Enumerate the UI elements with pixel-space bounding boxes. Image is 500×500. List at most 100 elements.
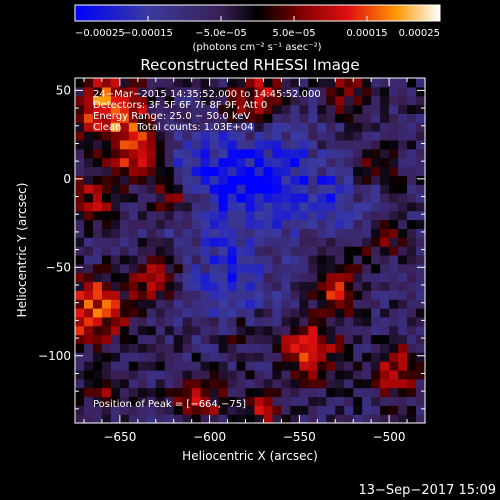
heatmap-cell <box>326 157 336 168</box>
heatmap-cell <box>389 237 399 247</box>
heatmap-cell <box>83 369 94 380</box>
heatmap-cell <box>200 254 211 265</box>
heatmap-cell <box>290 219 300 229</box>
heatmap-cell <box>191 184 202 194</box>
heatmap-cell <box>92 193 103 203</box>
heatmap-cell <box>407 254 417 265</box>
heatmap-cell <box>146 334 157 344</box>
heatmap-cell <box>416 148 426 159</box>
heatmap-cell <box>227 272 238 283</box>
heatmap-cell <box>371 157 381 168</box>
heatmap-cell <box>290 113 300 123</box>
heatmap-cell <box>83 122 94 132</box>
heatmap-cell <box>164 78 175 88</box>
heatmap-cell <box>353 299 363 309</box>
heatmap-cell <box>92 122 103 132</box>
heatmap-cell <box>389 86 399 97</box>
heatmap-cell <box>182 405 193 415</box>
heatmap-cell <box>191 193 202 203</box>
heatmap-cell <box>290 157 300 168</box>
heatmap-cell <box>209 219 220 229</box>
heatmap-cell <box>308 352 318 362</box>
heatmap-cell <box>380 378 390 389</box>
heatmap-cell <box>263 414 274 424</box>
heatmap-cell <box>227 175 238 185</box>
heatmap-cell <box>263 396 274 406</box>
heatmap-cell <box>344 166 354 176</box>
heatmap-cell <box>92 369 103 380</box>
heatmap-cell <box>83 210 94 221</box>
heatmap-cell <box>272 272 283 283</box>
heatmap-cell <box>200 396 211 406</box>
heatmap-cell <box>272 334 283 344</box>
heatmap-cell <box>164 299 175 309</box>
heatmap-cell <box>353 414 363 424</box>
heatmap-cell <box>92 237 103 247</box>
heatmap-cell <box>371 387 381 398</box>
heatmap-cell <box>200 387 211 398</box>
heatmap-cell <box>290 281 300 291</box>
heatmap-cell <box>299 166 309 176</box>
heatmap-cell <box>75 254 85 265</box>
heatmap-cell <box>290 175 300 185</box>
heatmap-cell <box>209 228 220 238</box>
heatmap-cell <box>344 148 354 159</box>
heatmap-cell <box>83 414 94 424</box>
heatmap-cell <box>75 166 85 176</box>
heatmap-cell <box>326 361 336 371</box>
heatmap-cell <box>218 228 229 238</box>
heatmap-cell <box>272 246 283 256</box>
heatmap-cell <box>83 139 94 150</box>
heatmap-cell <box>173 148 184 159</box>
heatmap-cell <box>75 299 85 309</box>
heatmap-cell <box>200 148 211 159</box>
heatmap-cell <box>146 175 157 185</box>
heatmap-cell <box>119 281 130 291</box>
heatmap-cell <box>335 219 345 229</box>
heatmap-cell <box>245 299 256 309</box>
heatmap-cell <box>137 334 148 344</box>
heatmap-cell <box>110 414 121 424</box>
heatmap-cell <box>299 343 309 353</box>
heatmap-cell <box>137 405 148 415</box>
heatmap-cell <box>146 104 157 114</box>
heatmap-cell <box>389 387 399 398</box>
heatmap-cell <box>398 246 408 256</box>
heatmap-cell <box>218 157 229 168</box>
heatmap-cell <box>308 139 318 150</box>
heatmap-cell <box>191 78 202 88</box>
heatmap-cell <box>407 210 417 221</box>
heatmap-cell <box>272 139 283 150</box>
heatmap-cell <box>101 175 112 185</box>
heatmap-cell <box>371 122 381 132</box>
heatmap-cell <box>281 166 291 176</box>
heatmap-cell <box>335 122 345 132</box>
heatmap-cell <box>83 157 94 168</box>
heatmap-cell <box>146 316 157 327</box>
heatmap-cell <box>344 405 354 415</box>
heatmap-cell <box>299 139 309 150</box>
heatmap-cell <box>398 361 408 371</box>
heatmap-cell <box>344 139 354 150</box>
heatmap-cell <box>218 78 229 88</box>
heatmap-cell <box>380 272 390 283</box>
heatmap-cell <box>155 113 166 123</box>
heatmap-cell <box>380 86 390 97</box>
heatmap-cell <box>218 369 229 380</box>
heatmap-cell <box>245 148 256 159</box>
heatmap-cell <box>191 405 202 415</box>
heatmap-cell <box>119 299 130 309</box>
heatmap-cell <box>416 237 426 247</box>
heatmap-cell <box>110 325 121 336</box>
heatmap-cell <box>335 396 345 406</box>
heatmap-cell <box>254 228 265 238</box>
heatmap-cell <box>182 148 193 159</box>
heatmap-cell <box>290 299 300 309</box>
colorbar-tick-label: 5.0e−05 <box>272 28 315 39</box>
heatmap-cell <box>146 166 157 176</box>
heatmap-cell <box>416 396 426 406</box>
heatmap-cell <box>236 396 247 406</box>
heatmap-cell <box>362 166 372 176</box>
heatmap-cell <box>227 219 238 229</box>
heatmap-cell <box>218 210 229 221</box>
